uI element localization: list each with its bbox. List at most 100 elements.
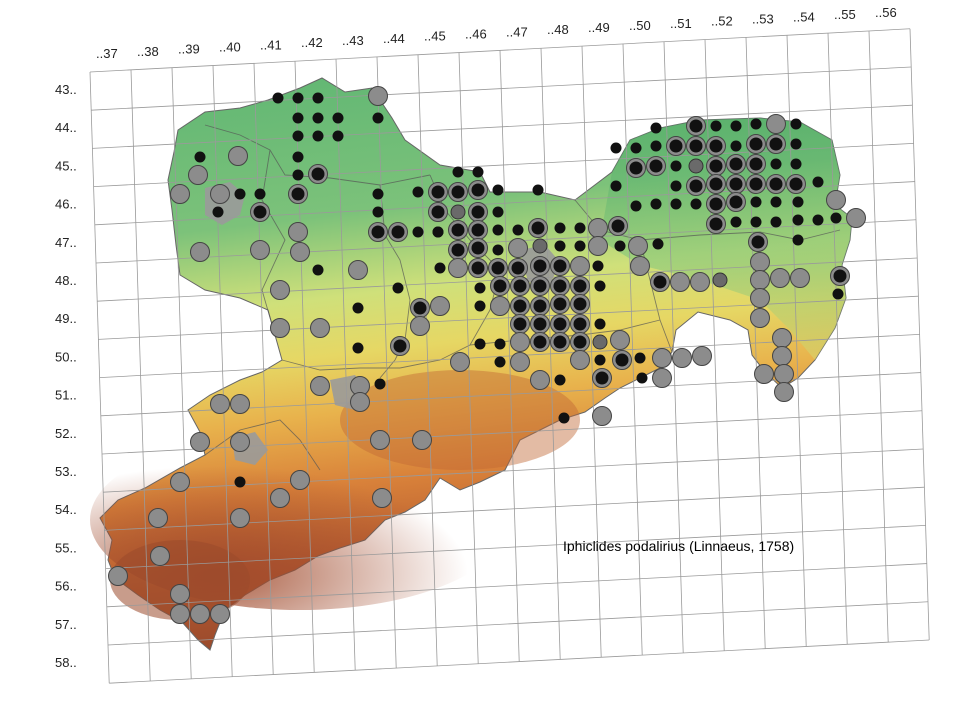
row-label: 52.. bbox=[55, 426, 77, 441]
species-label: Iphiclides podalirius (Linnaeus, 1758) bbox=[563, 538, 795, 554]
marker-grey-circle bbox=[230, 432, 250, 452]
marker-black-dot bbox=[749, 137, 763, 151]
marker-grey-circle bbox=[628, 236, 648, 256]
column-label: ..54 bbox=[793, 9, 815, 24]
marker-black-dot bbox=[689, 119, 703, 133]
marker-black-dot bbox=[769, 177, 783, 191]
marker-black-dot bbox=[770, 216, 782, 228]
marker-grey-circle bbox=[490, 296, 510, 316]
marker-grey-circle bbox=[510, 352, 530, 372]
marker-black-dot bbox=[412, 226, 424, 238]
marker-grey-circle bbox=[188, 165, 208, 185]
marker-grey-circle bbox=[774, 382, 794, 402]
marker-grey-circle bbox=[270, 318, 290, 338]
marker-black-dot bbox=[709, 139, 723, 153]
marker-dark-grey-dot bbox=[688, 158, 704, 174]
marker-black-dot bbox=[431, 185, 445, 199]
marker-black-dot bbox=[513, 279, 527, 293]
marker-black-dot bbox=[573, 297, 587, 311]
marker-black-dot bbox=[594, 354, 606, 366]
column-label: ..55 bbox=[834, 7, 856, 22]
marker-dark-grey-dot bbox=[532, 238, 548, 254]
row-label: 57.. bbox=[55, 617, 77, 632]
marker-black-dot bbox=[474, 300, 486, 312]
marker-black-dot bbox=[471, 241, 485, 255]
marker-black-dot bbox=[730, 120, 742, 132]
marker-black-dot bbox=[770, 158, 782, 170]
marker-grey-circle bbox=[592, 406, 612, 426]
marker-grey-circle bbox=[310, 376, 330, 396]
marker-black-dot bbox=[629, 161, 643, 175]
marker-black-dot bbox=[312, 264, 324, 276]
marker-black-dot bbox=[471, 223, 485, 237]
grid-row-line bbox=[109, 639, 930, 684]
marker-grey-circle bbox=[288, 222, 308, 242]
marker-black-dot bbox=[750, 196, 762, 208]
marker-black-dot bbox=[532, 184, 544, 196]
column-label: ..42 bbox=[301, 35, 323, 50]
marker-black-dot bbox=[709, 217, 723, 231]
marker-black-dot bbox=[573, 335, 587, 349]
marker-black-dot bbox=[533, 259, 547, 273]
marker-black-dot bbox=[312, 92, 324, 104]
marker-grey-circle bbox=[228, 146, 248, 166]
grid-row-line bbox=[105, 524, 926, 569]
marker-black-dot bbox=[790, 118, 802, 130]
marker-black-dot bbox=[513, 317, 527, 331]
column-label: ..45 bbox=[424, 29, 446, 44]
marker-black-dot bbox=[194, 151, 206, 163]
marker-black-dot bbox=[592, 260, 604, 272]
marker-grey-circle bbox=[670, 272, 690, 292]
marker-black-dot bbox=[434, 262, 446, 274]
marker-grey-circle bbox=[770, 268, 790, 288]
terrain-layer bbox=[90, 77, 853, 651]
column-labels: ..37 ..38 ..39 ..40 ..41 ..42 ..43 ..44 ..45 ..46… bbox=[96, 5, 897, 61]
marker-black-dot bbox=[554, 374, 566, 386]
marker-black-dot bbox=[272, 92, 284, 104]
marker-black-dot bbox=[730, 216, 742, 228]
marker-black-dot bbox=[494, 338, 506, 350]
row-label: 56.. bbox=[55, 579, 77, 594]
marker-black-dot bbox=[558, 412, 570, 424]
marker-black-dot bbox=[513, 299, 527, 313]
marker-black-dot bbox=[670, 180, 682, 192]
marker-black-dot bbox=[595, 371, 609, 385]
column-label: ..37 bbox=[96, 46, 118, 61]
row-label: 51.. bbox=[55, 388, 77, 403]
marker-black-dot bbox=[553, 259, 567, 273]
marker-black-dot bbox=[452, 166, 464, 178]
marker-black-dot bbox=[553, 279, 567, 293]
marker-black-dot bbox=[492, 206, 504, 218]
marker-black-dot bbox=[636, 372, 648, 384]
column-label: ..41 bbox=[260, 37, 282, 52]
marker-black-dot bbox=[413, 301, 427, 315]
marker-grey-circle bbox=[210, 184, 230, 204]
marker-grey-circle bbox=[570, 256, 590, 276]
marker-grey-circle bbox=[270, 280, 290, 300]
marker-black-dot bbox=[689, 179, 703, 193]
marker-black-dot bbox=[830, 212, 842, 224]
marker-grey-circle bbox=[588, 218, 608, 238]
marker-black-dot bbox=[751, 235, 765, 249]
marker-black-dot bbox=[789, 177, 803, 191]
marker-black-dot bbox=[594, 280, 606, 292]
marker-grey-circle bbox=[210, 394, 230, 414]
marker-grey-circle bbox=[754, 364, 774, 384]
marker-black-dot bbox=[234, 188, 246, 200]
marker-black-dot bbox=[474, 282, 486, 294]
column-label: ..44 bbox=[383, 31, 405, 46]
marker-black-dot bbox=[491, 261, 505, 275]
column-label: ..51 bbox=[670, 16, 692, 31]
grid-row-line bbox=[89, 28, 911, 73]
marker-black-dot bbox=[630, 142, 642, 154]
marker-black-dot bbox=[471, 261, 485, 275]
marker-grey-circle bbox=[846, 208, 866, 228]
marker-black-dot bbox=[650, 198, 662, 210]
marker-black-dot bbox=[451, 223, 465, 237]
marker-black-dot bbox=[611, 219, 625, 233]
marker-grey-circle bbox=[570, 350, 590, 370]
column-label: ..40 bbox=[219, 40, 241, 55]
marker-grey-circle bbox=[652, 348, 672, 368]
marker-black-dot bbox=[533, 317, 547, 331]
